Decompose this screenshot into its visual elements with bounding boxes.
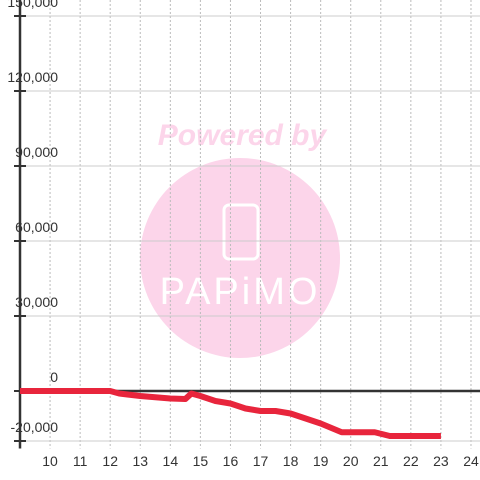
x-tick-label: 19 <box>313 453 329 469</box>
x-tick-label: 18 <box>283 453 299 469</box>
y-tick-label: 120,000 <box>7 69 58 85</box>
y-tick-label: 30,000 <box>15 294 58 310</box>
x-tick-label: 14 <box>163 453 179 469</box>
y-tick-label: -20,000 <box>11 419 59 435</box>
watermark: Powered by PAPiMO <box>140 119 340 358</box>
y-tick-label: 0 <box>50 369 58 385</box>
line <box>20 388 441 439</box>
watermark-phone <box>222 203 260 261</box>
x-tick-label: 22 <box>403 453 419 469</box>
x-tick-label: 11 <box>73 453 88 469</box>
x-tick-label: 24 <box>463 453 479 469</box>
x-tick-label: 10 <box>42 453 58 469</box>
x-tick-label: 17 <box>253 453 269 469</box>
x-tick-label: 16 <box>223 453 239 469</box>
watermark-logo: PAPiMO <box>160 271 321 313</box>
y-tick-label: 60,000 <box>15 219 58 235</box>
x-tick-label: 20 <box>343 453 359 469</box>
y-tick-label: 90,000 <box>15 144 58 160</box>
x-tick-label: 12 <box>102 453 118 469</box>
watermark-title: Powered by <box>158 119 328 152</box>
x-tick-label: 13 <box>132 453 148 469</box>
x-tick-label: 15 <box>193 453 209 469</box>
x-tick-label: 23 <box>433 453 449 469</box>
x-tick-label: 21 <box>373 453 389 469</box>
y-tick-label: 150,000 <box>7 0 58 10</box>
